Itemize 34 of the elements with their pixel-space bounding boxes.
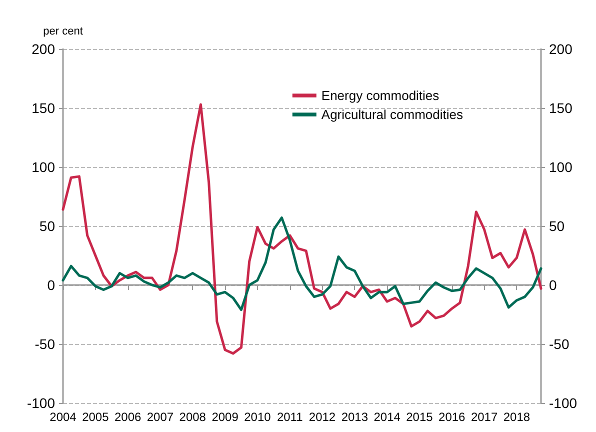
x-tick-label: 2005 — [82, 410, 110, 424]
y2-tick-label: 100 — [549, 159, 573, 175]
x-tick-label: 2004 — [50, 410, 77, 424]
x-tick-label: 2007 — [146, 410, 174, 424]
x-tick-label: 2008 — [179, 410, 206, 424]
x-tick-label: 2017 — [470, 410, 498, 424]
x-tick-label: 2015 — [406, 410, 434, 424]
x-tick-label: 2016 — [438, 410, 466, 424]
y-tick-label: 200 — [32, 41, 56, 57]
y-tick-label: 150 — [32, 100, 56, 116]
y-tick-label: -50 — [34, 336, 56, 352]
y2-tick-label: 50 — [549, 218, 565, 234]
y-axis-title: per cent — [43, 26, 83, 38]
y-tick-label: 100 — [32, 159, 56, 175]
x-tick-label: 2018 — [503, 410, 530, 424]
x-tick-label: 2006 — [114, 410, 142, 424]
y2-tick-label: -100 — [549, 395, 578, 411]
x-tick-label: 2014 — [374, 410, 401, 424]
x-tick-label: 2009 — [212, 410, 239, 424]
y2-tick-label: 0 — [549, 277, 557, 293]
line-series — [62, 103, 542, 355]
x-tick-label: 2012 — [308, 410, 336, 424]
legend-label: Agricultural commodities — [321, 107, 464, 122]
y-tick-label: -100 — [26, 395, 56, 411]
y2-tick-label: -50 — [549, 336, 570, 352]
y-tick-label: 0 — [47, 277, 56, 293]
x-tick-label: 2013 — [341, 410, 368, 424]
x-tick-label: 2010 — [244, 410, 272, 424]
x-tick-label: 2011 — [276, 410, 304, 424]
y-tick-label: 50 — [39, 218, 56, 234]
legend-label: Energy commodities — [321, 88, 440, 103]
y2-tick-label: 200 — [549, 41, 573, 57]
line-series — [62, 216, 542, 312]
y2-tick-label: 150 — [549, 100, 573, 116]
